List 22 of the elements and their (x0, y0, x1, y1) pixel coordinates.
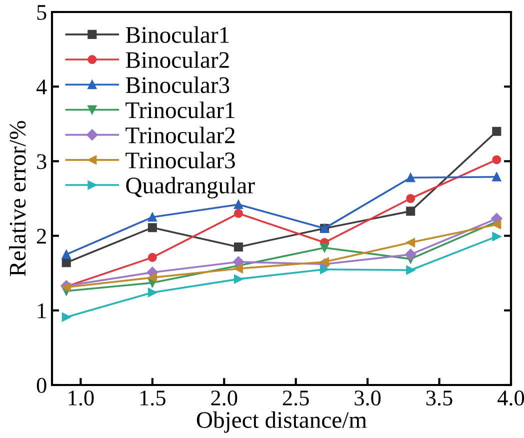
legend-label: Binocular1 (126, 26, 229, 43)
y-tick-label: 2 (37, 228, 46, 244)
y-tick-label: 0 (36, 378, 46, 393)
x-tick-label: 2.0 (211, 390, 238, 406)
x-tick-label: 3.5 (426, 390, 452, 406)
legend-label: Trinocular3 (126, 152, 235, 168)
x-tick-label: 2.5 (282, 390, 309, 406)
x-axis-title: Object distance/m (196, 411, 367, 433)
y-tick-label: 5 (37, 5, 46, 20)
y-tick-label: 1 (38, 303, 46, 318)
x-tick-label: 4.0 (498, 390, 524, 406)
x-tick-label: 1.5 (140, 390, 166, 406)
y-tick-label: 3 (37, 154, 46, 170)
x-tick-label: 3.0 (354, 390, 381, 406)
x-tick-label: 1.0 (68, 390, 94, 406)
legend-label: Binocular2 (126, 51, 229, 68)
legend-label: Trinocular2 (126, 126, 235, 144)
legend-label: Trinocular1 (126, 102, 234, 118)
legend-label: Binocular3 (126, 76, 230, 94)
y-axis-title: Relative error/% (9, 120, 26, 276)
legend-label: Quadrangular (126, 176, 255, 198)
y-tick-label: 4 (36, 80, 47, 94)
